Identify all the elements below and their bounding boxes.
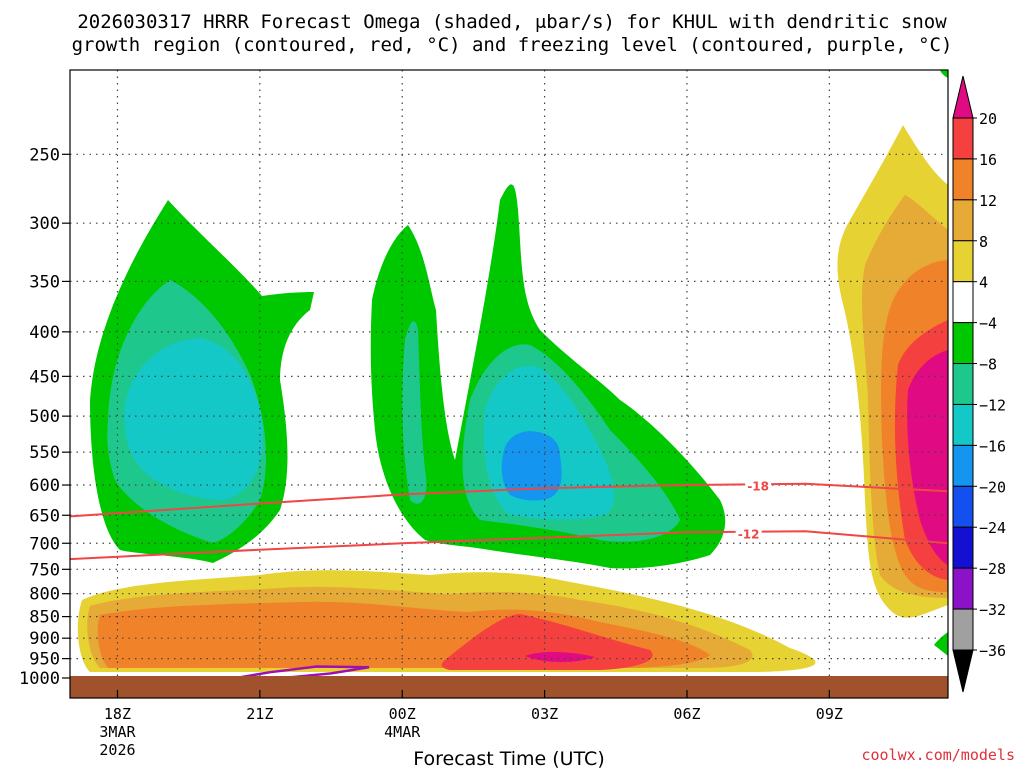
y-tick-label-600: 600 [29, 476, 60, 496]
contour-label-0: -18 [747, 479, 769, 493]
colorbar-label-7: −12 [979, 396, 1006, 414]
y-tick-label-500: 500 [29, 407, 60, 427]
x-tick-sublabel-00Z: 4MAR [384, 723, 421, 741]
y-tick-label-350: 350 [29, 272, 60, 292]
plot-frame [69, 69, 949, 699]
colorbar-label-9: −20 [979, 478, 1006, 496]
x-tick-year-18Z: 2026 [99, 741, 135, 759]
y-tick-label-900: 900 [29, 629, 60, 649]
omega-region-minus12-a [124, 338, 263, 500]
x-tick-label-09Z: 09Z [816, 705, 843, 723]
colorbar-swatch-7 [952, 403, 974, 446]
chart-title-line1: 2026030317 HRRR Forecast Omega (shaded, … [77, 11, 947, 33]
y-tick-label-450: 450 [29, 367, 60, 387]
colorbar-bottom-arrow [952, 649, 974, 693]
colorbar-label-8: −16 [979, 437, 1006, 455]
colorbar-label-10: −24 [979, 519, 1006, 537]
dgz-contours: -18 -12 [70, 478, 948, 680]
omega-region-20 [525, 651, 595, 663]
colorbar-label-3: 8 [979, 233, 988, 251]
colorbar-swatch-5 [952, 322, 974, 365]
freezing-level-contour [235, 665, 370, 680]
omega-region-minus8-b [402, 321, 427, 504]
ground-strip [70, 676, 948, 698]
omega-region-minus4-corner-top [940, 70, 948, 78]
y-tick-label-950: 950 [29, 650, 60, 670]
colorbar-swatch-4 [952, 281, 974, 324]
omega-region-minus16-b [501, 431, 562, 501]
omega-region-20-right [907, 350, 948, 565]
colorbar-label-1: 16 [979, 151, 997, 169]
plot-area: -18 -12 [70, 70, 948, 698]
colorbar-swatch-11 [952, 567, 974, 610]
colorbar-top-arrow [952, 75, 974, 119]
colorbar-swatch-8 [952, 444, 974, 487]
x-tick-label-00Z: 00Z [389, 705, 416, 723]
colorbar-label-6: −8 [979, 356, 997, 374]
x-tick-label-21Z: 21Z [246, 705, 273, 723]
contour-label-bg-0 [745, 478, 772, 493]
y-tick-label-400: 400 [29, 323, 60, 343]
y-tick-label-250: 250 [29, 145, 60, 165]
y-tick-label-550: 550 [29, 443, 60, 463]
contour-label-1: -12 [738, 528, 760, 542]
y-tick-label-700: 700 [29, 534, 60, 554]
colorbar-swatch-2 [952, 199, 974, 242]
x-tick-label-03Z: 03Z [531, 705, 558, 723]
y-tick-label-300: 300 [29, 214, 60, 234]
colorbar-swatch-1 [952, 158, 974, 201]
colorbar: 20 16 12 8 4 −4 −8 −12 −16 −20 −24 −28 −32 −36 [952, 75, 1006, 693]
contour-label-bg-1 [735, 526, 762, 541]
x-tick-sublabel-18Z: 3MAR [99, 723, 136, 741]
y-axis: 2503003504004505005506006507007508008509… [19, 145, 70, 689]
colorbar-swatch-0 [952, 117, 974, 160]
omega-shading [77, 70, 948, 672]
dgz-contour-minus18 [70, 482, 948, 518]
colorbar-label-2: 12 [979, 192, 997, 210]
y-tick-label-650: 650 [29, 506, 60, 526]
x-tick-label-06Z: 06Z [673, 705, 700, 723]
omega-region-16 [441, 614, 653, 670]
y-tick-label-750: 750 [29, 560, 60, 580]
colorbar-label-5: −4 [979, 315, 997, 333]
chart-title-line2: growth region (contoured, red, °C) and f… [72, 34, 953, 56]
colorbar-label-0: 20 [979, 110, 997, 128]
colorbar-swatch-9 [952, 485, 974, 528]
y-tick-label-1000: 1000 [19, 669, 60, 689]
colorbar-label-13: −36 [979, 642, 1006, 660]
colorbar-swatch-10 [952, 526, 974, 569]
y-tick-label-800: 800 [29, 585, 60, 605]
x-tick-label-18Z: 18Z [104, 705, 131, 723]
colorbar-swatch-6 [952, 363, 974, 405]
x-axis-label: Forecast Time (UTC) [413, 748, 604, 768]
dgz-contour-minus12 [70, 530, 948, 561]
colorbar-swatch-12 [952, 608, 974, 651]
y-tick-label-850: 850 [29, 608, 60, 628]
colorbar-label-12: −32 [979, 601, 1006, 619]
omega-region-minus4-corner-bottom [934, 632, 948, 656]
credit-text: coolwx.com/models [861, 746, 1015, 764]
colorbar-label-11: −28 [979, 560, 1006, 578]
colorbar-label-4: 4 [979, 274, 988, 292]
colorbar-swatch-3 [952, 240, 974, 283]
